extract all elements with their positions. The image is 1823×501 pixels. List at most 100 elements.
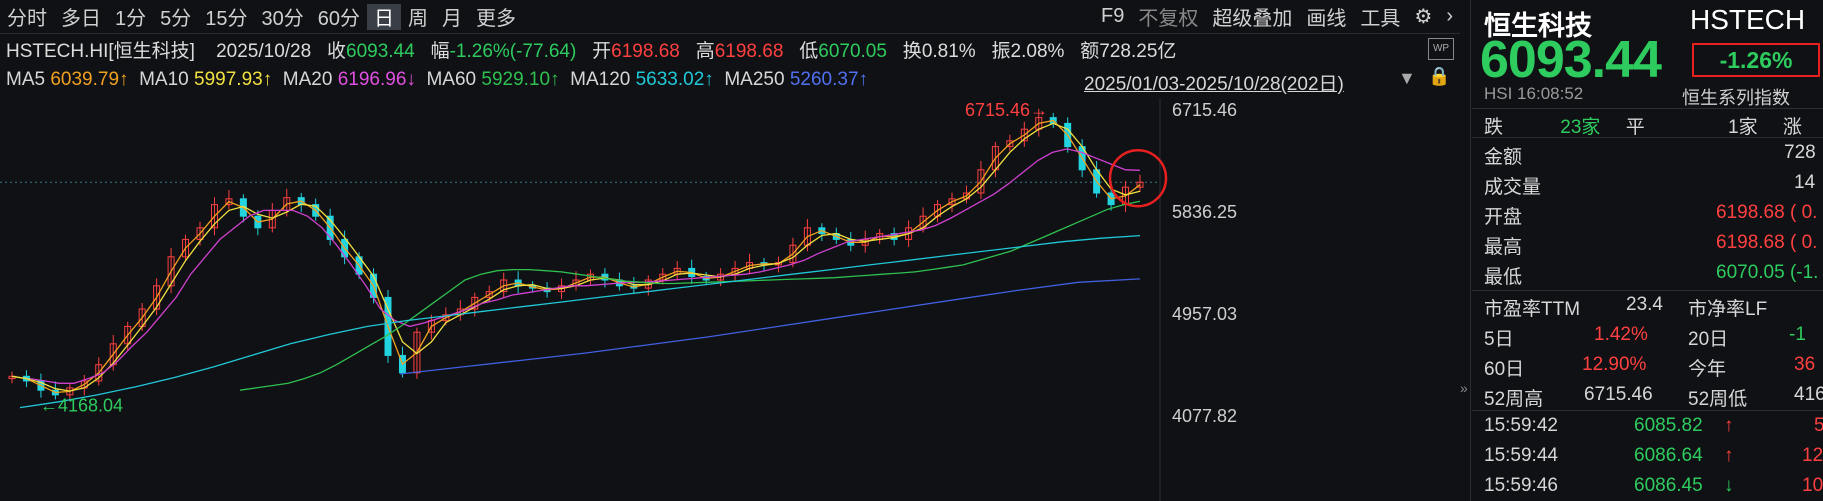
- panel-price: 6093.44: [1480, 31, 1662, 89]
- overlay-button[interactable]: 超级叠加: [1212, 8, 1293, 30]
- close-label: 收: [327, 41, 347, 62]
- gear-icon[interactable]: ⚙: [1414, 6, 1433, 28]
- change-label: 幅: [430, 41, 450, 62]
- amplitude-label: 振: [991, 41, 1011, 62]
- ma250-line: [399, 278, 1141, 375]
- tab-1min[interactable]: 1分: [115, 8, 147, 30]
- tick-volume: 12: [1802, 445, 1823, 466]
- low-label: 低: [799, 41, 819, 62]
- arrow-down-icon: ↓: [1724, 475, 1734, 496]
- timeframe-toolbar: 分时 多日 1分 5分 15分 30分 60分 日 周 月 更多 F9 不复权 …: [0, 0, 1460, 34]
- open-label: 开: [592, 41, 612, 62]
- ma60-line: [239, 200, 1141, 391]
- ma5-label: MA5: [6, 69, 46, 90]
- ma250-label: MA250: [724, 69, 785, 90]
- high-value: 6198.68: [714, 41, 784, 62]
- ma250-value: 5260.37↑: [789, 69, 869, 90]
- tab-30min[interactable]: 30分: [261, 8, 304, 30]
- tab-monthly[interactable]: 月: [442, 8, 462, 30]
- tab-weekly[interactable]: 周: [408, 8, 428, 30]
- amount-row: 金额 728: [1484, 142, 1816, 169]
- arrow-up-icon: ↑: [1724, 445, 1734, 466]
- candle-body: [948, 198, 956, 206]
- no-adjust-button[interactable]: 不复权: [1138, 8, 1199, 30]
- breadth-row: 跌 23家 平 1家 涨: [1484, 112, 1802, 139]
- d20-label: 20日: [1688, 329, 1729, 350]
- fall-label: 跌: [1484, 117, 1504, 138]
- pe-value: 23.4: [1626, 294, 1663, 315]
- tick-time: 15:59:46: [1484, 475, 1558, 496]
- panel-timestamp: HSI 16:08:52: [1484, 84, 1584, 103]
- volume-label: 成交量: [1484, 177, 1542, 198]
- candle-body: [1136, 181, 1144, 188]
- fall-count: 23家: [1560, 117, 1601, 138]
- tick-row: 15:59:46 6086.45 ↓ 10: [1484, 475, 1823, 497]
- tab-intraday[interactable]: 分时: [7, 8, 47, 30]
- d60-value: 12.90%: [1582, 354, 1647, 375]
- low-label: 最低: [1484, 267, 1523, 288]
- candle-body: [659, 273, 667, 281]
- open-value: 6198.68: [611, 41, 680, 62]
- return-row-1: 5日 1.42% 20日 -1: [1484, 324, 1806, 351]
- dropdown-triangle-icon[interactable]: ▼: [1398, 68, 1416, 88]
- quote-date: 2025/10/28: [216, 41, 312, 62]
- open-row: 开盘 6198.68 ( 0.: [1484, 202, 1817, 229]
- pe-label: 市盈率TTM: [1484, 299, 1581, 320]
- w52l-value: 416: [1794, 384, 1823, 405]
- quote-panel: [1470, 0, 1823, 501]
- rise-label: 涨: [1782, 117, 1802, 138]
- candle-body: [225, 198, 233, 206]
- y-tick-label: 4957.03: [1172, 304, 1237, 324]
- tick-volume: 10: [1802, 475, 1823, 496]
- ytd-value: 36: [1794, 354, 1816, 375]
- ma10-label: MA10: [139, 69, 189, 90]
- quote-info-line: HSTECH.HI[恒生科技] 2025/10/28 收6093.44 幅-1.…: [6, 36, 1176, 63]
- change-value: -1.26%(-77.64): [449, 41, 577, 62]
- chevron-right-icon[interactable]: ›: [1446, 5, 1453, 27]
- ma60-value: 5929.10↑: [481, 69, 560, 90]
- y-tick-label: 5836.25: [1172, 202, 1237, 222]
- date-range[interactable]: 2025/01/03-2025/10/28(202日): [1084, 74, 1344, 95]
- lock-icon[interactable]: 🔒: [1428, 66, 1451, 86]
- tab-60min[interactable]: 60分: [317, 8, 360, 30]
- draw-button[interactable]: 画线: [1306, 8, 1347, 30]
- d20-value: -1: [1789, 324, 1806, 345]
- candle-body: [1020, 128, 1028, 142]
- ma20-value: 6196.96↓: [337, 69, 416, 90]
- candle-body: [485, 291, 493, 298]
- f9-button[interactable]: F9: [1101, 5, 1125, 27]
- close-value: 6093.44: [346, 41, 415, 62]
- collapse-panel-icon[interactable]: »: [1460, 380, 1468, 396]
- valuation-row: 市盈率TTM 23.4 市净率LF: [1484, 294, 1767, 321]
- panel-change-badge: -1.26%: [1692, 43, 1820, 77]
- tab-15min[interactable]: 15分: [205, 8, 248, 30]
- high-row: 最高 6198.68 ( 0.: [1484, 232, 1817, 259]
- tab-multiday[interactable]: 多日: [61, 8, 101, 30]
- tools-button[interactable]: 工具: [1360, 8, 1401, 30]
- tab-daily[interactable]: 日: [367, 3, 401, 30]
- high-label: 最高: [1484, 237, 1523, 258]
- d5-value: 1.42%: [1594, 324, 1648, 345]
- tick-price: 6086.64: [1634, 445, 1703, 466]
- ma120-line: [19, 234, 1141, 409]
- panel-volume: 14: [1794, 172, 1816, 193]
- candle-body: [124, 325, 132, 345]
- panel-index-name: 恒生科技: [1484, 11, 1592, 41]
- tick-time: 15:59:44: [1484, 445, 1558, 466]
- low-row: 最低 6070.05 (-1.: [1484, 262, 1818, 289]
- index-code: HSTECH.HI[恒生科技]: [6, 41, 195, 62]
- tick-volume: 5: [1814, 415, 1823, 436]
- candle-body: [1006, 140, 1014, 148]
- panel-high: 6198.68 ( 0.: [1716, 232, 1818, 253]
- wp-icon[interactable]: WP: [1428, 38, 1454, 60]
- turnover-value: 0.81%: [921, 41, 976, 62]
- week52-row: 52周高 6715.46 52周低 416: [1484, 384, 1823, 411]
- tick-time: 15:59:42: [1484, 415, 1558, 436]
- flat-count: 1家: [1728, 117, 1758, 138]
- panel-series[interactable]: 恒生系列指数: [1682, 88, 1790, 108]
- tab-5min[interactable]: 5分: [160, 8, 192, 30]
- candle-body: [196, 227, 204, 240]
- tab-more[interactable]: 更多: [476, 8, 516, 30]
- amplitude-value: 2.08%: [1010, 41, 1065, 62]
- high-annotation: 6715.46→: [965, 100, 1048, 120]
